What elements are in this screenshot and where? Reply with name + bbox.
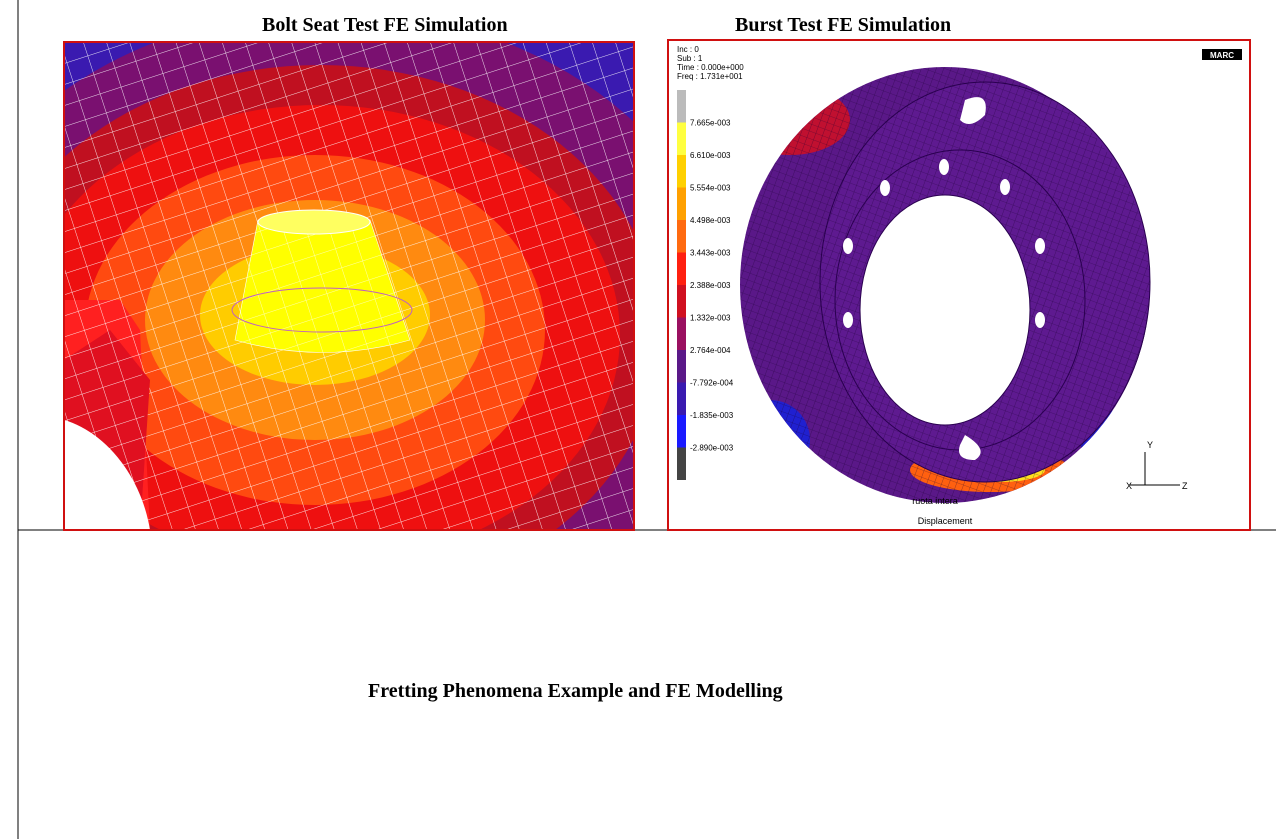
legend-label: 7.665e-003 <box>690 119 731 128</box>
burst-test-image: 7.665e-003 6.610e-003 5.554e-003 4.498e-003… <box>668 40 1250 530</box>
legend-label: 6.610e-003 <box>690 151 731 160</box>
legend-label: -1.835e-003 <box>690 411 734 420</box>
header-line: Time : 0.000e+000 <box>677 63 744 72</box>
legend-swatch <box>677 448 686 481</box>
legend-swatch <box>677 220 686 253</box>
legend-swatch <box>677 383 686 416</box>
legend-swatch <box>677 155 686 188</box>
header-line: Freq : 1.731e+001 <box>677 72 743 81</box>
axis-label: Z <box>1182 481 1188 491</box>
document-frame: 7.665e-003 6.610e-003 5.554e-003 4.498e-003… <box>0 0 1276 839</box>
logo: MARC <box>1210 51 1234 60</box>
model-name: ruota intera <box>912 496 958 506</box>
legend-swatch <box>677 350 686 383</box>
legend-label: 2.764e-004 <box>690 346 731 355</box>
legend-swatch <box>677 318 686 351</box>
legend-swatch <box>677 253 686 286</box>
legend-label: 3.443e-003 <box>690 249 731 258</box>
caption: Bolt Seat Test FE Simulation <box>262 14 508 37</box>
legend-swatch <box>677 285 686 318</box>
legend-label: 4.498e-003 <box>690 216 731 225</box>
legend-label: 5.554e-003 <box>690 184 731 193</box>
legend-swatch <box>677 90 686 123</box>
legend-swatch <box>677 415 686 448</box>
legend-label: 2.388e-003 <box>690 281 731 290</box>
legend-label: -2.890e-003 <box>690 444 734 453</box>
caption: Burst Test FE Simulation <box>735 14 951 37</box>
caption: Fretting Phenomena Example and FE Modell… <box>368 680 783 703</box>
page: 7.665e-003 6.610e-003 5.554e-003 4.498e-003… <box>0 0 1276 839</box>
legend-swatch <box>677 188 686 221</box>
legend-swatch <box>677 123 686 156</box>
axis-label: Y <box>1147 440 1153 450</box>
header-line: Inc : 0 <box>677 45 699 54</box>
quantity-label: Displacement <box>918 516 973 526</box>
header-line: Sub : 1 <box>677 54 703 63</box>
axis-label: X <box>1126 481 1132 491</box>
legend-label: 1.332e-003 <box>690 314 731 323</box>
legend-label: -7.792e-004 <box>690 379 734 388</box>
